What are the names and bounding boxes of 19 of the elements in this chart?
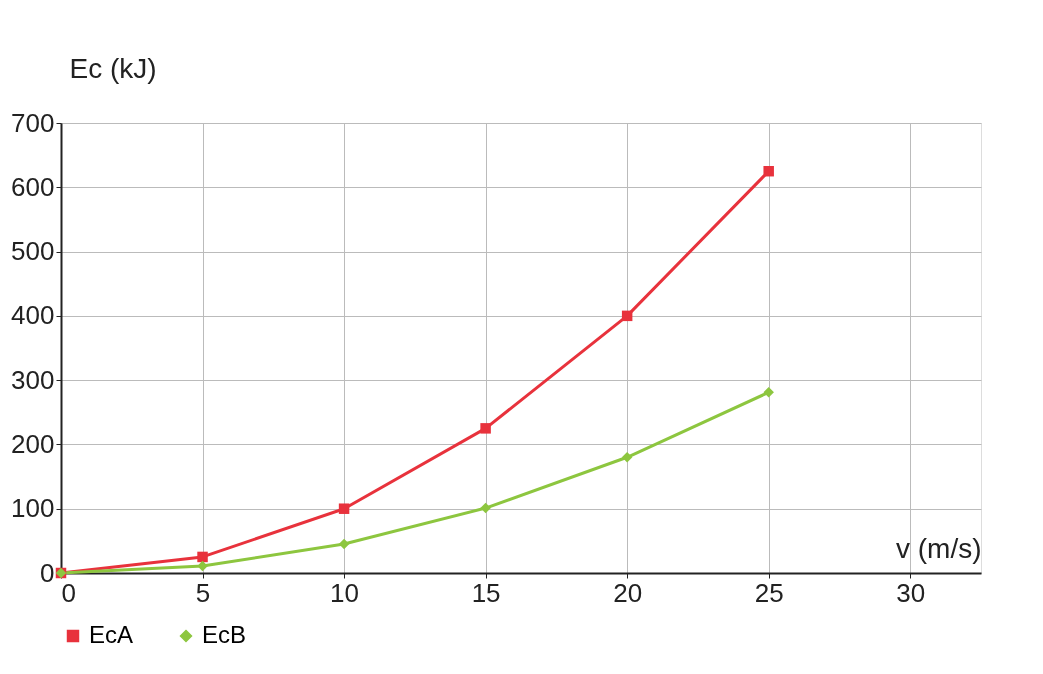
y-tick-label: 400 <box>11 300 55 331</box>
y-tick-label: 300 <box>11 364 55 395</box>
y-tick-label: 500 <box>11 236 55 267</box>
x-tick-label: 20 <box>613 577 643 608</box>
legend-label: EcB <box>202 621 247 648</box>
y-axis-title: Ec (kJ) <box>69 52 157 84</box>
x-axis-title: v (m/s) <box>895 532 982 564</box>
y-tick-label: 200 <box>11 428 55 459</box>
legend-label: EcA <box>89 621 134 648</box>
x-tick-label: 15 <box>471 577 501 608</box>
y-tick-label: 100 <box>11 493 55 524</box>
x-tick-label: 30 <box>896 577 926 608</box>
x-tick-label: 5 <box>195 577 211 608</box>
y-tick-label: 600 <box>11 171 55 202</box>
y-tick-label: 700 <box>11 107 55 138</box>
x-tick-label: 25 <box>754 577 784 608</box>
x-tick-label: 10 <box>330 577 360 608</box>
y-tick-label: 0 <box>40 557 55 588</box>
x-tick-label: 0 <box>61 577 76 608</box>
